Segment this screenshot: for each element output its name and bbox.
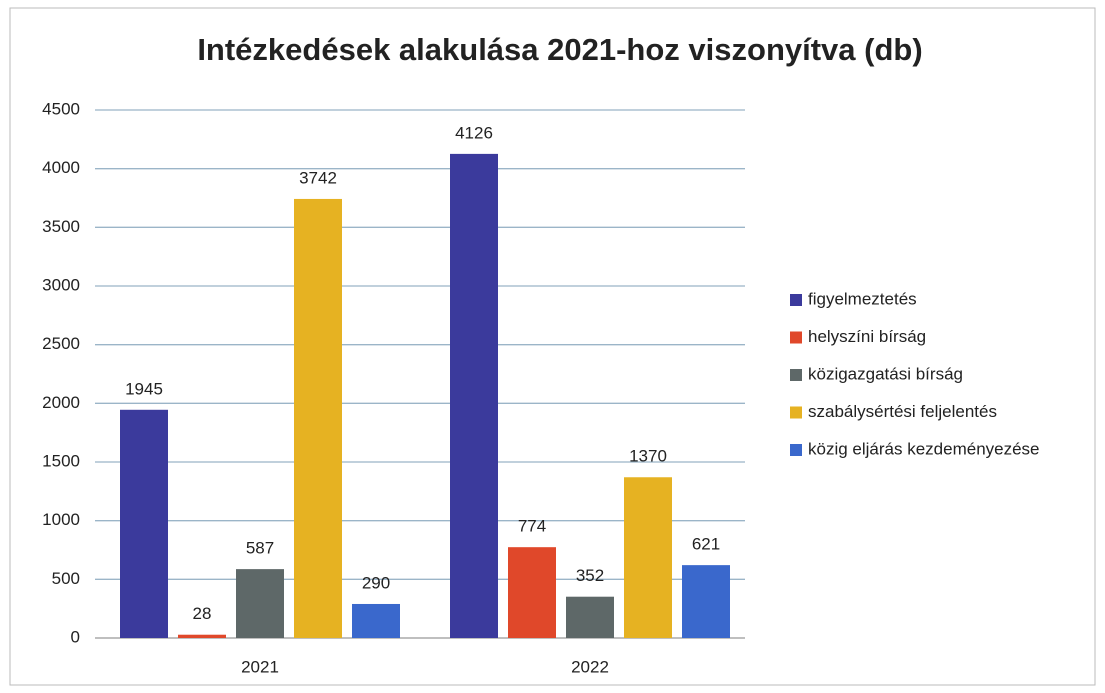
value-label: 621 [692, 535, 720, 554]
y-tick-label: 0 [71, 627, 80, 646]
value-label: 290 [362, 573, 390, 592]
bar [566, 596, 614, 638]
legend-swatch [790, 444, 802, 456]
bar [624, 477, 672, 638]
y-tick-label: 1500 [42, 451, 80, 470]
value-label: 1945 [125, 379, 163, 398]
chart-title: Intézkedések alakulása 2021-hoz viszonyí… [197, 32, 922, 67]
y-tick-label: 3500 [42, 217, 80, 236]
bar [178, 634, 226, 638]
y-tick-label: 3000 [42, 275, 80, 294]
legend-label: szabálysértési feljelentés [808, 402, 997, 421]
legend-swatch [790, 406, 802, 419]
legend-label: figyelmeztetés [808, 289, 917, 308]
bar [508, 547, 556, 638]
legend-swatch [790, 294, 802, 306]
legend-label: helyszíni bírság [808, 327, 926, 346]
x-tick-label: 2022 [571, 657, 609, 676]
value-label: 1370 [629, 447, 667, 466]
bar [236, 569, 284, 638]
y-tick-label: 4000 [42, 158, 80, 177]
value-label: 28 [193, 604, 212, 623]
x-tick-label: 2021 [241, 657, 279, 676]
legend-label: közig eljárás kezdeményezése [808, 439, 1040, 458]
bar [450, 153, 498, 638]
bar [682, 565, 730, 638]
value-label: 587 [246, 539, 274, 558]
legend-label: közigazgatási bírság [808, 364, 963, 383]
value-label: 352 [576, 566, 604, 585]
value-label: 3742 [299, 168, 337, 187]
y-tick-label: 2500 [42, 334, 80, 353]
bar [352, 603, 400, 638]
legend-swatch [790, 369, 802, 381]
y-tick-label: 500 [52, 569, 80, 588]
y-tick-label: 2000 [42, 393, 80, 412]
y-tick-label: 4500 [42, 99, 80, 118]
bar [120, 409, 168, 638]
value-label: 4126 [455, 123, 493, 142]
y-tick-label: 1000 [42, 510, 80, 529]
legend-swatch [790, 331, 802, 344]
value-label: 774 [518, 517, 546, 536]
bar [294, 198, 342, 638]
